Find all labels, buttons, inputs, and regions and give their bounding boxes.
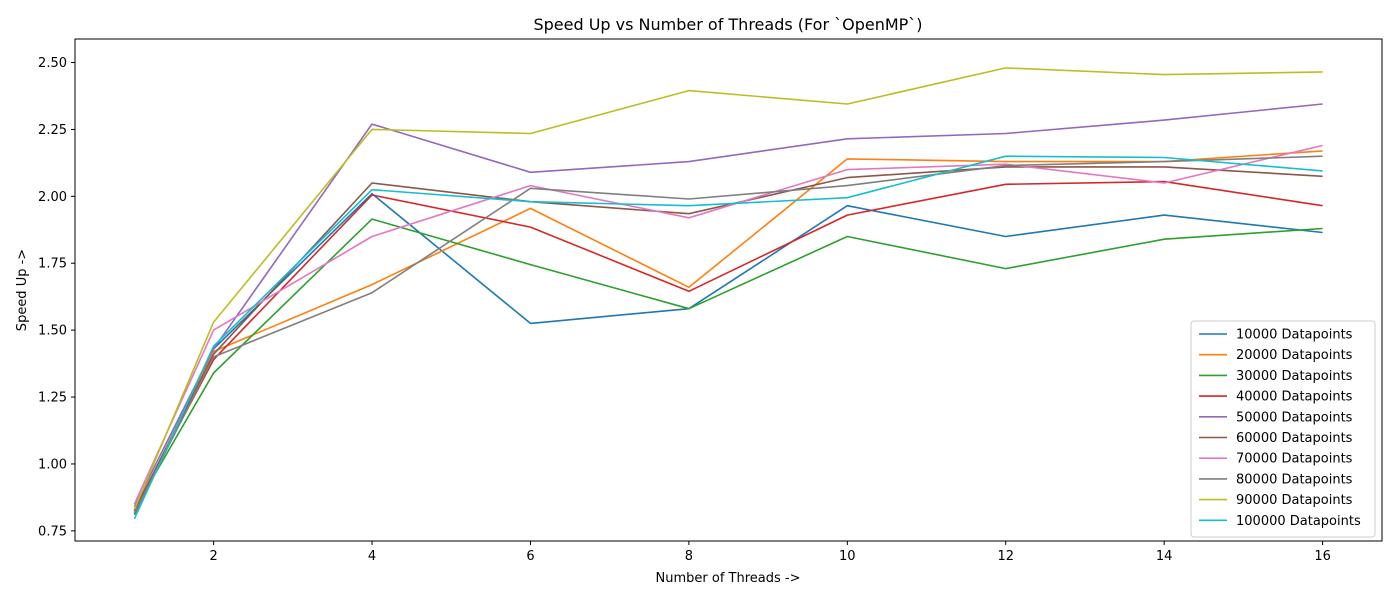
legend-label: 70000 Datapoints <box>1236 452 1353 467</box>
x-tick-label: 4 <box>368 549 376 564</box>
y-tick-label: 1.75 <box>38 257 67 272</box>
plot-frame <box>74 38 1383 542</box>
y-tick-label: 1.00 <box>38 457 67 472</box>
y-tick-label: 1.25 <box>38 391 67 406</box>
y-tick-label: 2.50 <box>38 56 67 71</box>
y-axis-label: Speed Up -> <box>15 249 30 331</box>
chart-title: Speed Up vs Number of Threads (For `Open… <box>533 15 922 34</box>
series-line-20000 <box>133 150 1323 513</box>
series-lines <box>133 67 1323 520</box>
x-axis-label: Number of Threads -> <box>656 571 801 586</box>
x-axis: 2 4 6 8 10 12 14 16 <box>209 541 1331 564</box>
legend-label: 60000 Datapoints <box>1236 431 1353 446</box>
legend: 10000 Datapoints 20000 Datapoints 30000 Da… <box>1190 320 1376 538</box>
y-tick-label: 2.00 <box>38 190 67 205</box>
legend-box <box>1190 320 1376 538</box>
legend-label: 30000 Datapoints <box>1236 369 1353 384</box>
x-tick-label: 8 <box>685 549 693 564</box>
series-line-100000 <box>133 155 1323 520</box>
legend-label: 100000 Datapoints <box>1236 514 1361 529</box>
legend-label: 40000 Datapoints <box>1236 390 1353 405</box>
y-axis: 0.75 1.00 1.25 1.50 1.75 2.00 2.25 2.50 <box>38 56 75 539</box>
x-tick-label: 14 <box>1156 549 1173 564</box>
series-line-40000 <box>133 180 1323 510</box>
series-line-90000 <box>133 67 1323 510</box>
y-tick-label: 2.25 <box>38 123 67 138</box>
series-line-30000 <box>133 218 1323 510</box>
y-tick-label: 0.75 <box>38 524 67 539</box>
x-tick-label: 6 <box>526 549 534 564</box>
x-tick-label: 10 <box>839 549 856 564</box>
legend-label: 80000 Datapoints <box>1236 472 1353 487</box>
x-tick-label: 12 <box>997 549 1014 564</box>
y-tick-label: 1.50 <box>38 324 67 339</box>
legend-label: 20000 Datapoints <box>1236 348 1353 363</box>
series-line-80000 <box>133 155 1323 514</box>
series-line-70000 <box>133 144 1323 505</box>
series-line-60000 <box>133 166 1323 512</box>
series-line-10000 <box>133 192 1323 516</box>
legend-label: 50000 Datapoints <box>1236 410 1353 425</box>
series-line-50000 <box>133 103 1323 508</box>
legend-label: 90000 Datapoints <box>1236 493 1353 508</box>
legend-label: 10000 Datapoints <box>1236 328 1353 343</box>
plot-area <box>74 38 1383 542</box>
x-tick-label: 2 <box>209 549 217 564</box>
x-tick-label: 16 <box>1314 549 1331 564</box>
